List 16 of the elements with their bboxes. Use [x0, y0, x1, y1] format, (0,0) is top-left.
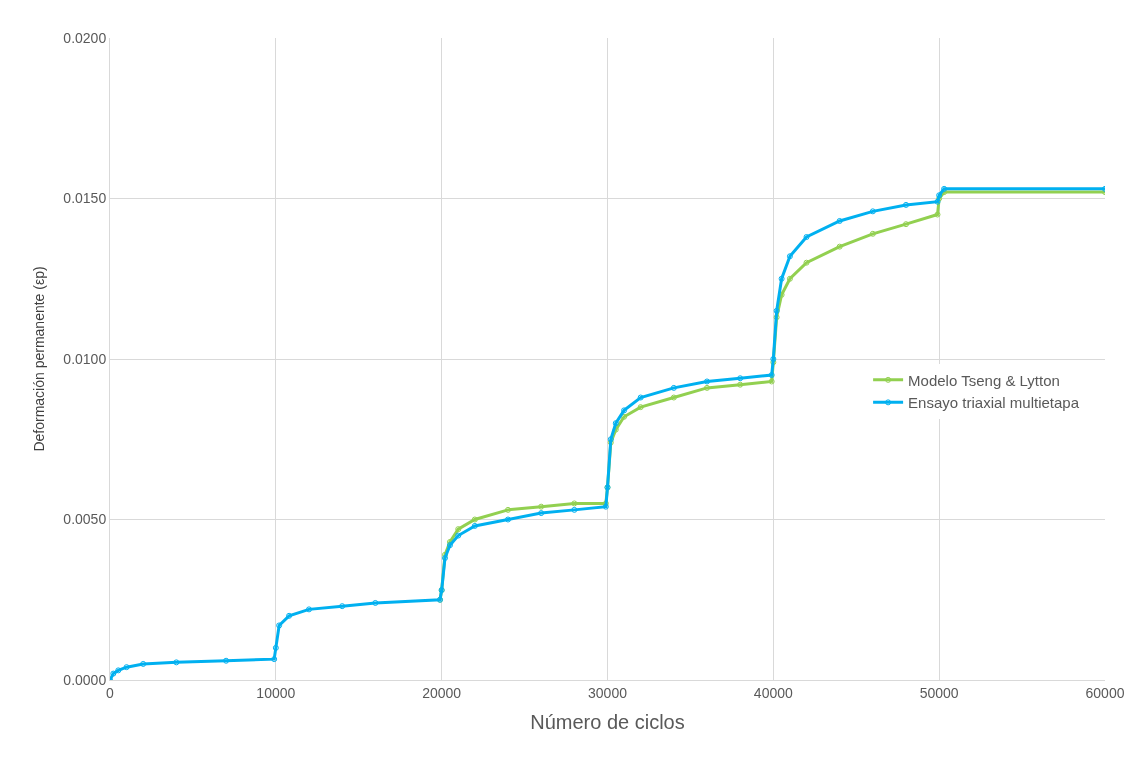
y-tick-label: 0.0150: [63, 190, 107, 207]
x-tick-label: 0: [106, 684, 115, 701]
x-tick-label: 40000: [753, 684, 794, 701]
y-tick-label: 0.0000: [63, 671, 107, 688]
y-tick-label: 0.0100: [63, 350, 107, 367]
x-tick-label: 60000: [1085, 684, 1125, 701]
y-axis-title: Deformación permanente (εp): [30, 266, 47, 452]
x-tick-label: 50000: [919, 684, 959, 701]
x-tick-label: 30000: [588, 684, 628, 701]
legend-label: Modelo Tseng & Lytton: [908, 371, 1060, 389]
x-tick-label: 20000: [422, 684, 462, 701]
x-axis-title: Número de ciclos: [530, 711, 685, 734]
x-tick-label: 10000: [256, 684, 296, 701]
legend-label: Ensayo triaxial multietapa: [908, 394, 1080, 412]
y-tick-label: 0.0200: [63, 29, 107, 46]
y-tick-label: 0.0050: [63, 511, 107, 528]
